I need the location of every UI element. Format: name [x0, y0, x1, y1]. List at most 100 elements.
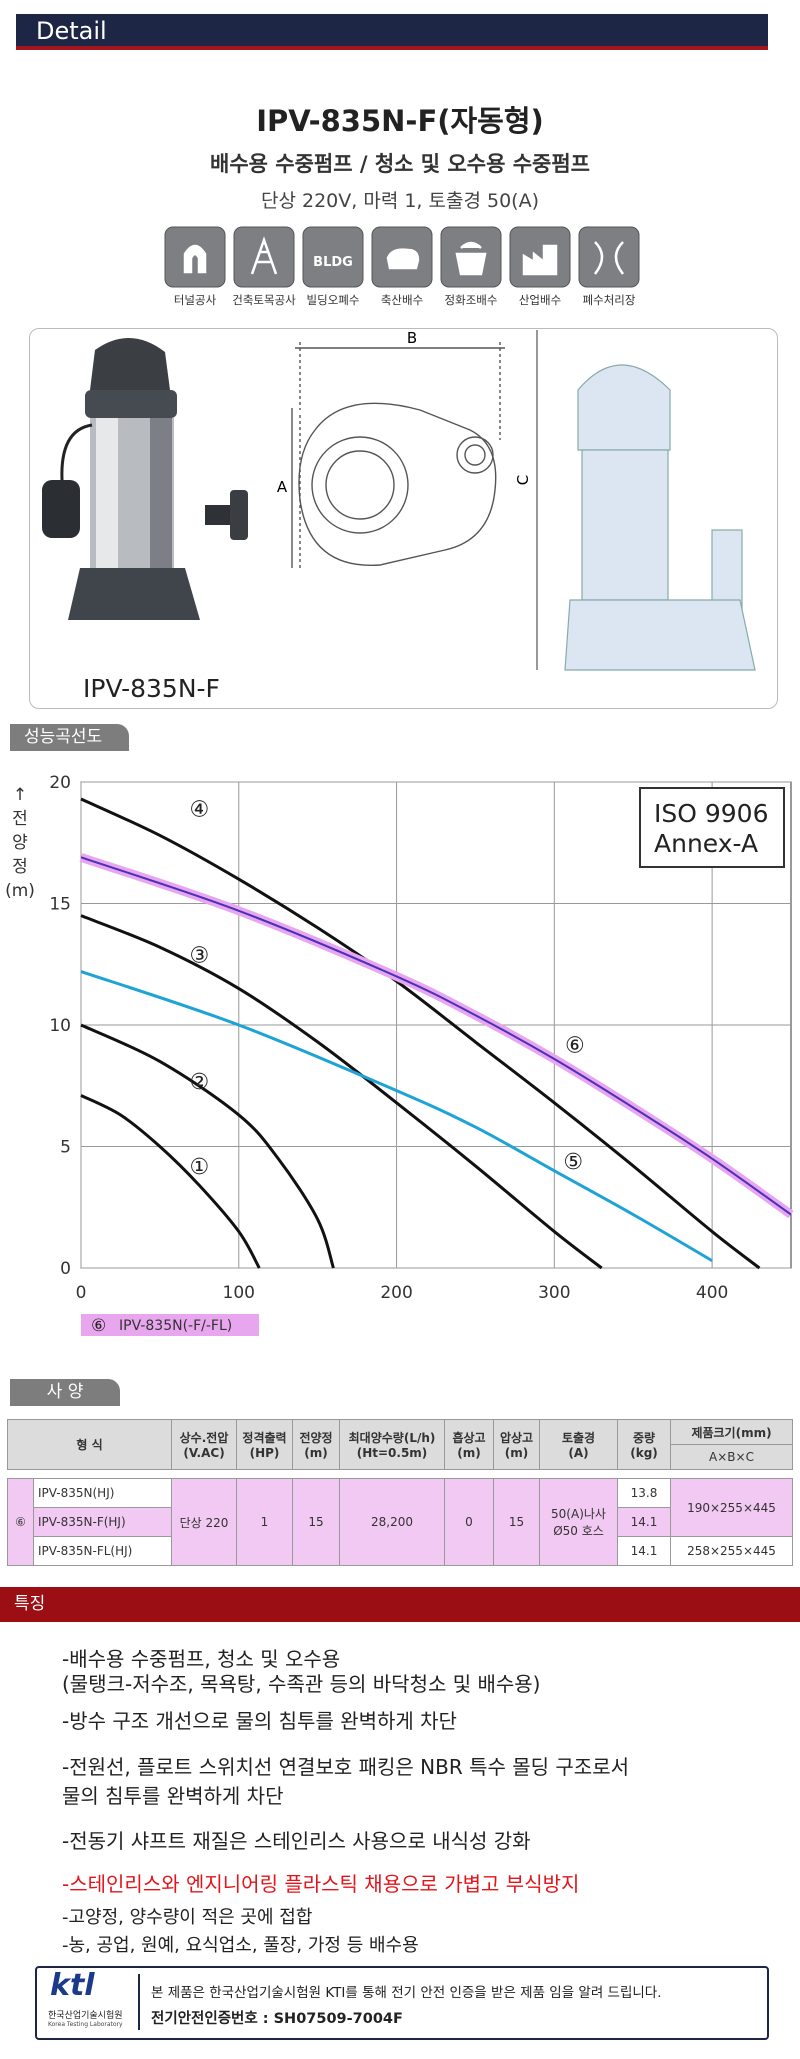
table-row: IPV-835N-FL(HJ) 14.1 258×255×445 [8, 1536, 793, 1566]
header-bar [16, 14, 768, 50]
cell-line: 중량 [632, 1431, 656, 1445]
table-cell: 50(A)나사 Ø50 호스 [539, 1478, 618, 1566]
x-tick-label: 100 [223, 1283, 255, 1303]
feature-line: -전동기 샤프트 재질은 스테인리스 사용으로 내식성 강화 [62, 1829, 531, 1853]
dim-label: C [514, 475, 532, 485]
table: ⑥ IPV-835N(HJ) 단상 220 1 15 28,200 0 15 50(A)나사 Ø5… [7, 1478, 793, 1566]
table-cell: 28,200 [339, 1478, 445, 1566]
icon [233, 226, 295, 288]
cell-line: 전양정 [299, 1431, 333, 1445]
line [80, 914, 603, 1270]
feature-line: -스테인리스와 엔지니어링 플라스틱 채용으로 가볍고 부식방지 [62, 1872, 580, 1896]
cell-line: 흡상고 [452, 1431, 486, 1445]
cert-number: 전기안전인증번호 : SH07509-7004F [151, 2011, 403, 2027]
icon-label: 축산배수 [380, 293, 424, 307]
cell-line: 28,200 [371, 1515, 413, 1529]
section-tab: 성능곡선도 [10, 724, 129, 751]
model-label: IPV-835N-F [83, 674, 220, 703]
annotation-box [639, 787, 785, 868]
y-axis-label: 정 [12, 857, 28, 877]
series-label: ③ [189, 944, 209, 969]
table-cell: 13.8 [617, 1478, 671, 1508]
annotation: Annex-A [654, 829, 758, 858]
cell-line: (m) [304, 1446, 328, 1460]
cell-line: 0 [465, 1515, 473, 1529]
y-axis-label: 양 [12, 833, 28, 853]
legend-marker: ⑥ [91, 1316, 106, 1336]
x-tick-label: 400 [696, 1283, 728, 1303]
product-drawing: IPV-835N-F B A C [42, 330, 756, 703]
feature-line: -배수용 수중펌프, 청소 및 오수용 [62, 1647, 341, 1671]
y-tick-label: 20 [49, 773, 71, 793]
x-tick-label: 200 [380, 1283, 412, 1303]
series-label: ⑥ [565, 1033, 585, 1058]
feature-line: -전원선, 플로트 스위치선 연결보호 패킹은 NBR 특수 몰딩 구조로서 [62, 1755, 630, 1779]
product-spec: 단상 220V, 마력 1, 토출경 50(A) [261, 190, 539, 212]
legend-label: IPV-835N(-F/-FL) [119, 1318, 232, 1334]
features-title: 특징 [14, 1594, 46, 1614]
line [80, 970, 713, 1263]
header-title: Detail [36, 17, 107, 45]
image-box [29, 328, 778, 709]
table-cell: 압상고 (m) [493, 1419, 541, 1470]
cert-org: 한국산업기술시험원 [48, 2011, 123, 2021]
line [80, 856, 792, 1216]
y-tick-label: 0 [60, 1259, 71, 1279]
cell-line: 15 [308, 1515, 324, 1529]
cell-line: (HP) [249, 1446, 280, 1460]
icon [164, 226, 226, 288]
table-cell: 흡상고 (m) [444, 1419, 495, 1470]
table-cell: 최대양수량(L/h) (Ht=0.5m) [339, 1419, 446, 1470]
y-tick-label: 15 [49, 895, 71, 915]
top-view [291, 342, 505, 570]
icon-glyph [522, 244, 558, 276]
icon [578, 226, 640, 288]
table-cell: IPV-835N-F(HJ) [33, 1507, 172, 1537]
cell-line: 단상 220 [179, 1515, 229, 1530]
series-label: ④ [189, 798, 209, 823]
table: 형 식 상수.전압 (V.AC) 정격출력 (HP) 전양정 (m) 최대양수량(L/h) (H… [6, 1419, 794, 1470]
y-axis-label: 전 [12, 809, 28, 829]
cert-org-en: Korea Testing Laboratory [48, 2021, 123, 2028]
annotation: ISO 9906 [654, 799, 769, 828]
pump-photo [42, 337, 248, 620]
table-row: ⑥ IPV-835N(HJ) 단상 220 1 15 28,200 0 15 50(A)나사 Ø5… [7, 1478, 793, 1566]
icon [371, 226, 433, 288]
line [80, 1023, 335, 1269]
table-cell: 15 [292, 1478, 340, 1566]
cell-line: 15 [508, 1515, 525, 1529]
line [80, 797, 761, 1270]
table-cell: 14.1 [617, 1507, 671, 1537]
table-cell: ⑥ [7, 1478, 34, 1566]
feature-line: (물탱크-저수조, 목욕탕, 수족관 등의 바닥청소 및 배수용) [62, 1672, 541, 1696]
header-row: 형 식 상수.전압 (V.AC) 정격출력 (HP) 전양정 (m) 최대양수량(L/h) (H… [6, 1419, 794, 1470]
table-cell: 0 [444, 1478, 494, 1566]
icon-bg [233, 226, 295, 288]
table-cell: 단상 220 [171, 1478, 237, 1566]
cell-line: (m) [457, 1446, 481, 1460]
icon-label: 건축토목공사 [232, 293, 296, 307]
cert-divider [138, 1974, 140, 2030]
header-row: A×B×C [8, 1444, 794, 1470]
table-cell: 190×255×445 [670, 1478, 793, 1537]
cell-line: Ø50 호스 [553, 1524, 604, 1538]
icon-bg [509, 226, 571, 288]
dim-label: A [277, 478, 288, 496]
icon: BLDG [302, 226, 364, 288]
series-label: ⑤ [563, 1150, 583, 1175]
icon-bg [302, 226, 364, 288]
x-tick-label: 0 [76, 1283, 87, 1303]
dim-label: B [407, 330, 417, 347]
cert-logo: ktl [50, 1968, 95, 2003]
table-cell: 전양정 (m) [292, 1419, 341, 1470]
cell-line: 형 식 [76, 1438, 103, 1452]
icon-glyph [183, 244, 207, 274]
y-tick-label: 10 [49, 1016, 71, 1036]
icon-label: 터널공사 [173, 293, 217, 307]
cell-line: (m) [504, 1446, 529, 1460]
product-subtitle: 배수용 수중펌프 / 청소 및 오수용 수중펌프 [210, 152, 590, 176]
table-cell: 정격출력 (HP) [236, 1419, 294, 1470]
feature-line: -농, 공업, 원예, 요식업소, 풀장, 가정 등 배수용 [62, 1935, 419, 1956]
